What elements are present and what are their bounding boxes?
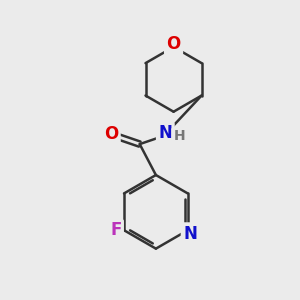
Text: H: H <box>173 130 185 143</box>
Text: O: O <box>167 35 181 53</box>
Text: F: F <box>110 221 122 239</box>
Text: N: N <box>158 124 172 142</box>
Text: O: O <box>104 125 118 143</box>
Text: N: N <box>183 225 197 243</box>
